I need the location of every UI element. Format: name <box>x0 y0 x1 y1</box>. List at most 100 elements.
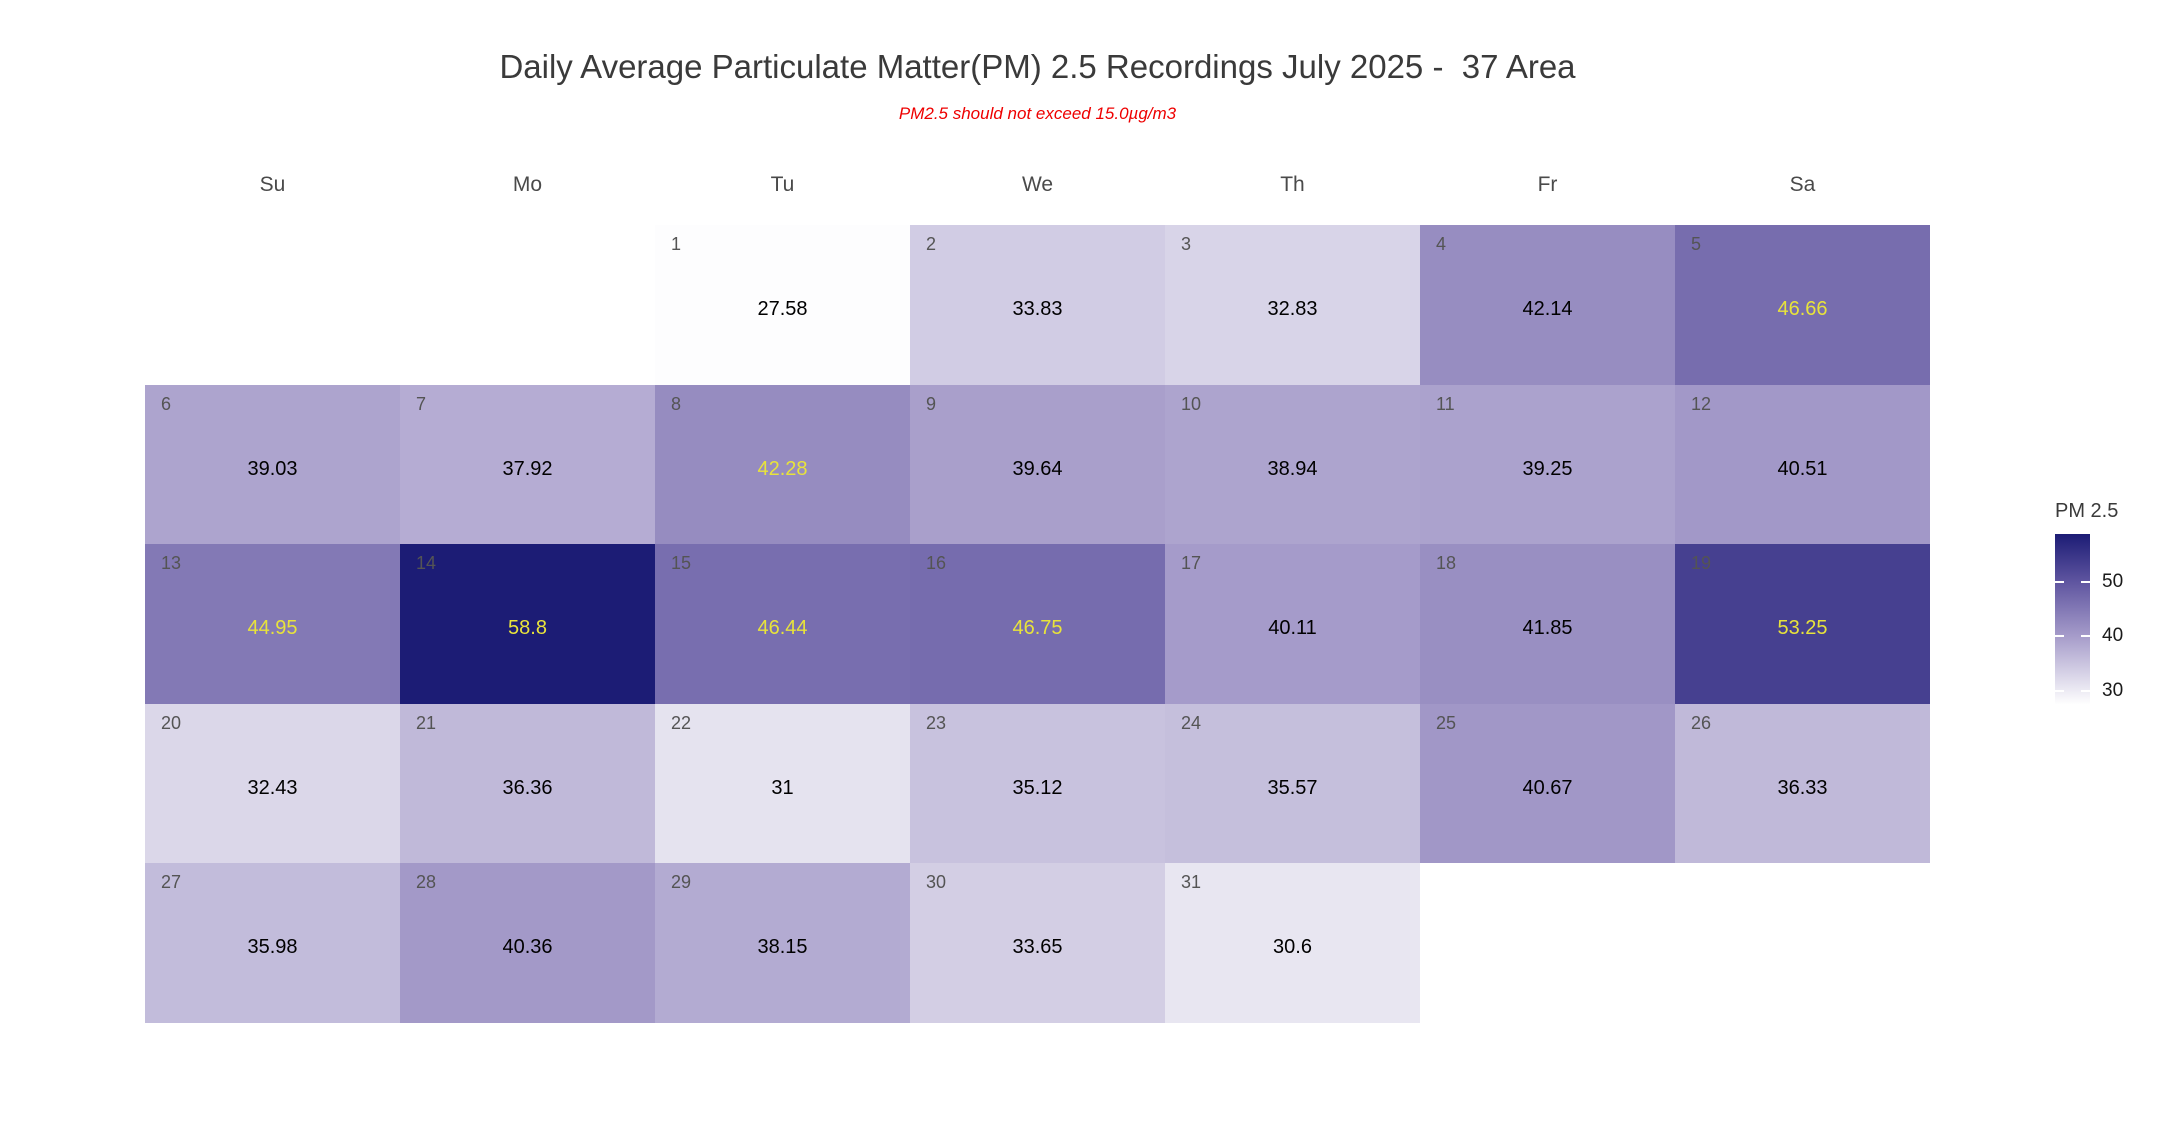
calendar-day-cell: 29 38.15 <box>655 863 910 1023</box>
day-number: 10 <box>1181 393 1202 414</box>
empty-day-cell <box>1675 863 1930 1023</box>
calendar-day-cell: 28 40.36 <box>400 863 655 1023</box>
day-number: 30 <box>926 872 947 892</box>
day-number: 11 <box>1436 393 1455 414</box>
pm25-value: 44.95 <box>247 617 298 639</box>
calendar-day-cell: 5 46.66 <box>1675 225 1930 385</box>
day-number: 5 <box>1691 234 1702 254</box>
weekday-label: Mo <box>512 173 543 196</box>
day-number: 26 <box>1691 712 1712 733</box>
weekday-label: We <box>1021 173 1054 196</box>
legend-tick-mark <box>2055 689 2064 692</box>
pm25-value: 31 <box>771 776 794 799</box>
legend-tick-mark <box>2081 580 2090 583</box>
day-number: 19 <box>1691 553 1712 573</box>
pm25-value: 35.57 <box>1267 776 1318 799</box>
pm25-value: 46.75 <box>1012 617 1063 639</box>
day-number: 16 <box>926 553 947 573</box>
calendar-day-cell: 27 35.98 <box>145 863 400 1023</box>
pm25-value: 53.25 <box>1777 617 1828 639</box>
calendar-day-cell: 19 53.25 <box>1675 544 1930 704</box>
pm25-value: 27.58 <box>757 298 808 320</box>
weekday-header-row: Su Mo Tu We Th Fr Sa <box>145 170 1930 200</box>
pm25-value: 33.83 <box>1012 298 1063 320</box>
day-number: 27 <box>161 872 182 892</box>
day-number: 21 <box>416 712 437 733</box>
weekday-label: Su <box>259 173 286 196</box>
calendar-day-cell: 9 39.64 <box>910 384 1165 544</box>
calendar-day-cell: 24 35.57 <box>1165 703 1420 863</box>
day-number: 25 <box>1436 712 1457 733</box>
chart-title: Daily Average Particulate Matter(PM) 2.5… <box>499 48 1576 85</box>
calendar-day-cell: 4 42.14 <box>1420 225 1675 385</box>
calendar-day-cell: 15 46.44 <box>655 544 910 704</box>
day-number: 14 <box>416 553 437 573</box>
pm25-value: 42.14 <box>1522 298 1573 320</box>
day-number: 31 <box>1181 872 1202 892</box>
pm25-value: 39.64 <box>1012 457 1063 480</box>
legend-tick-mark <box>2081 635 2090 638</box>
calendar-day-cell: 3 32.83 <box>1165 225 1420 385</box>
pm25-value: 46.66 <box>1777 298 1828 320</box>
pm25-value: 46.44 <box>757 617 808 639</box>
calendar-day-cell: 13 44.95 <box>145 544 400 704</box>
calendar-day-cell: 31 30.6 <box>1165 863 1420 1023</box>
pm25-value: 33.65 <box>1012 936 1063 958</box>
pm25-value: 32.83 <box>1267 298 1318 320</box>
weekday-label: Tu <box>770 173 795 196</box>
pm25-value: 35.12 <box>1012 776 1063 799</box>
empty-day-cell <box>145 225 400 385</box>
day-number: 15 <box>671 553 692 573</box>
pm25-value: 41.85 <box>1522 617 1573 639</box>
chart-subtitle: PM2.5 should not exceed 15.0µg/m3 <box>898 104 1177 123</box>
day-number: 3 <box>1181 234 1192 254</box>
pm25-value: 36.33 <box>1777 776 1828 799</box>
pm25-value: 38.94 <box>1267 457 1318 480</box>
calendar-day-cell: 8 42.28 <box>655 384 910 544</box>
calendar-day-cell: 21 36.36 <box>400 703 655 863</box>
day-number: 6 <box>161 393 172 414</box>
calendar-day-cell: 16 46.75 <box>910 544 1165 704</box>
day-number: 20 <box>161 712 182 733</box>
day-number: 18 <box>1436 553 1457 573</box>
legend-gradient-bar <box>2055 534 2090 704</box>
pm25-value: 37.92 <box>502 457 553 480</box>
pm25-value: 35.98 <box>247 936 298 958</box>
calendar-day-cell: 1 27.58 <box>655 225 910 385</box>
pm25-value: 39.25 <box>1522 457 1573 480</box>
day-number: 9 <box>926 393 937 414</box>
pm25-value: 39.03 <box>247 457 298 480</box>
legend-tick-label: 30 <box>2102 679 2124 701</box>
legend-title: PM 2.5 <box>2055 500 2119 522</box>
legend-tick-mark <box>2055 635 2064 638</box>
day-number: 8 <box>671 393 682 414</box>
calendar-day-cell: 6 39.03 <box>145 384 400 544</box>
legend-tick-label: 40 <box>2102 625 2124 647</box>
calendar-grid: 1 27.58 2 33.83 3 32.83 4 42.14 5 46.66 6 39.03 7 37.… <box>145 225 1930 1023</box>
day-number: 22 <box>671 712 692 733</box>
empty-day-cell <box>400 225 655 385</box>
calendar-day-cell: 23 35.12 <box>910 703 1165 863</box>
weekday-label: Th <box>1280 173 1305 196</box>
day-number: 7 <box>416 393 427 414</box>
empty-day-cell <box>1420 863 1675 1023</box>
pm25-value: 38.15 <box>757 936 808 958</box>
day-number: 29 <box>671 872 692 892</box>
day-number: 13 <box>161 553 182 573</box>
calendar-day-cell: 20 32.43 <box>145 703 400 863</box>
legend-tick-label: 50 <box>2102 570 2124 592</box>
calendar-day-cell: 26 36.33 <box>1675 703 1930 863</box>
pm25-value: 40.36 <box>502 936 553 958</box>
pm25-value: 40.11 <box>1268 617 1317 639</box>
pm25-value: 36.36 <box>502 776 553 799</box>
day-number: 28 <box>416 872 437 892</box>
day-number: 4 <box>1436 234 1447 254</box>
pm25-value: 32.43 <box>247 776 298 799</box>
colorbar-legend: PM 2.5 50 40 30 <box>2055 500 2163 730</box>
calendar-day-cell: 12 40.51 <box>1675 384 1930 544</box>
calendar-day-cell: 10 38.94 <box>1165 384 1420 544</box>
calendar-day-cell: 7 37.92 <box>400 384 655 544</box>
pm25-value: 42.28 <box>757 457 808 480</box>
day-number: 17 <box>1181 553 1202 573</box>
